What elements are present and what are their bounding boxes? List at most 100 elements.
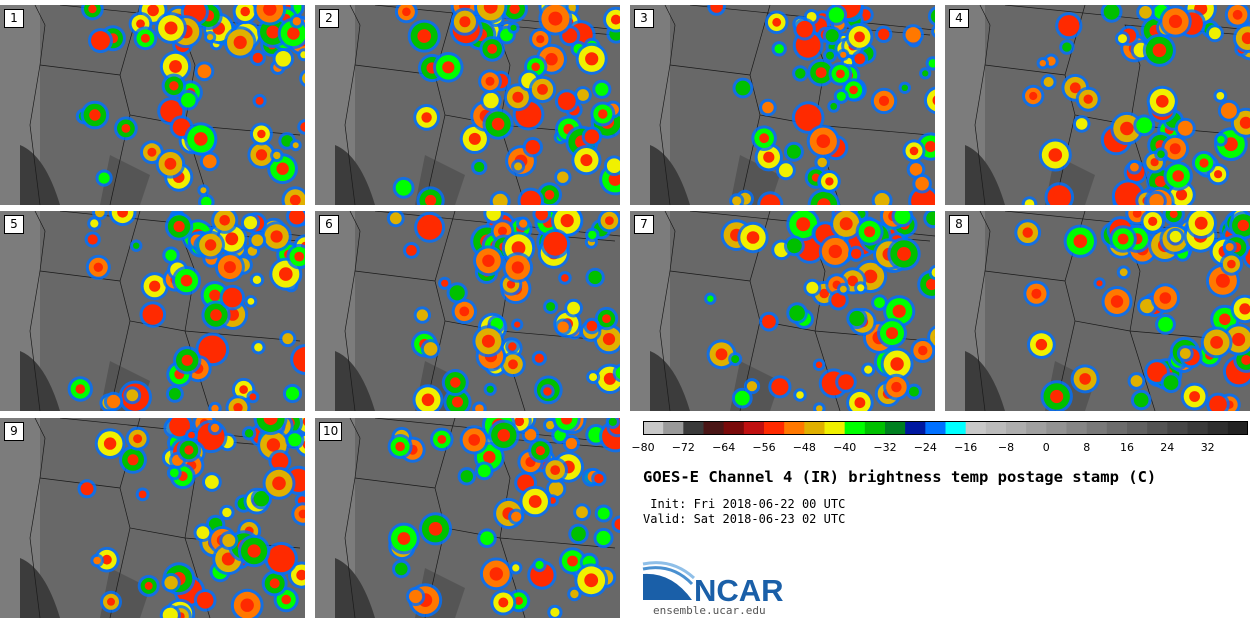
colorbar-swatch <box>643 421 664 435</box>
colorbar-tick-label: −48 <box>792 441 816 454</box>
cloud-top <box>169 81 179 91</box>
cloud-core <box>441 279 449 287</box>
colorbar-swatch <box>1167 421 1188 435</box>
central-valley <box>20 145 60 205</box>
cloud-top <box>144 581 153 590</box>
colorbar-swatch <box>743 421 765 435</box>
figure-title: GOES-E Channel 4 (IR) brightness temp po… <box>643 468 1157 486</box>
cloud-core <box>197 64 212 79</box>
postage-stamp-panel: 1 <box>0 5 305 205</box>
cloud-top <box>545 53 558 66</box>
cloud-top <box>395 441 405 452</box>
satellite-ir-map <box>630 5 935 205</box>
postage-stamp-panel: 8 <box>945 211 1250 411</box>
cloud-top <box>925 141 935 153</box>
cloud-top <box>1150 158 1159 167</box>
cloud-core <box>1163 375 1179 391</box>
cloud-top <box>147 309 158 320</box>
cloud-core <box>588 230 597 240</box>
cloud-top <box>468 132 481 145</box>
colorbar-swatch <box>965 421 987 435</box>
cloud-top <box>1237 219 1249 232</box>
cloud-top <box>610 14 620 25</box>
colorbar-swatch <box>1046 421 1067 435</box>
cloud-top <box>1232 9 1243 20</box>
cloud-top <box>715 348 728 361</box>
cloud-core <box>106 394 121 409</box>
cloud-top <box>926 278 935 291</box>
cloud-top <box>1050 389 1064 404</box>
cloud-top <box>816 134 831 148</box>
cloud-top <box>603 372 616 385</box>
cloud-core <box>1140 299 1155 314</box>
cloud-core <box>878 28 890 40</box>
cloud-top <box>1239 303 1250 315</box>
cloud-core <box>126 389 139 402</box>
cloud-core <box>594 473 604 484</box>
cloud-core <box>816 405 823 411</box>
satellite-ir-map <box>315 5 620 205</box>
cloud-top <box>763 151 775 163</box>
cloud-top <box>1175 189 1188 201</box>
cloud-core <box>926 89 935 112</box>
colorbar-swatch <box>1207 421 1229 435</box>
colorbar-swatch <box>1106 421 1128 435</box>
cloud-core <box>201 196 212 205</box>
cloud-core <box>546 302 556 312</box>
cloud-top <box>93 262 104 272</box>
cloud-core <box>1169 230 1182 243</box>
cloud-top <box>525 195 536 205</box>
cloud-core <box>202 154 217 169</box>
colorbar-swatch <box>985 421 1007 435</box>
cloud-core <box>480 531 494 545</box>
cloud-top <box>281 594 292 605</box>
cloud-top <box>562 96 572 106</box>
cloud-top <box>1241 32 1250 45</box>
cloud-edge <box>299 69 305 87</box>
cloud-top <box>891 381 902 393</box>
cloud-top <box>209 289 221 301</box>
cloud-core <box>519 219 528 228</box>
cloud-top <box>602 333 616 346</box>
cloud-top <box>204 239 217 251</box>
cloud-core <box>830 102 838 110</box>
cloud-top <box>75 384 86 394</box>
cloud-top <box>1213 400 1223 409</box>
cloud-core <box>905 27 921 43</box>
cloud-core <box>849 310 865 327</box>
colorbar <box>643 421 1248 435</box>
cloud-top <box>498 226 507 236</box>
cloud-core <box>1118 34 1127 44</box>
colorbar-swatch <box>663 421 684 435</box>
cloud-core <box>273 151 281 160</box>
cloud-core <box>514 162 523 171</box>
cloud-core <box>1149 193 1164 205</box>
cloud-core <box>252 275 262 284</box>
cloud-top <box>1156 95 1169 108</box>
colorbar-tick-label: −64 <box>712 441 736 454</box>
cloud-core <box>483 92 499 109</box>
cloud-top <box>140 33 150 43</box>
colorbar-swatch <box>723 421 745 435</box>
cloud-top <box>1132 211 1142 218</box>
cloud-top <box>828 244 842 259</box>
colorbar-tick-label: −24 <box>913 441 937 454</box>
cloud-top <box>1219 313 1231 326</box>
cloud-core <box>510 24 517 31</box>
cloud-core <box>300 51 305 59</box>
colorbar-swatch <box>1026 421 1047 435</box>
cloud-core <box>93 556 101 565</box>
satellite-ir-map <box>315 211 620 411</box>
cloud-top <box>1152 367 1162 377</box>
postage-stamp-panel: 9 <box>0 418 305 618</box>
cloud-core <box>251 234 264 247</box>
cloud-core <box>1039 60 1046 67</box>
colorbar-tick-label: −40 <box>833 441 857 454</box>
cloud-core <box>707 295 714 302</box>
cloud-top <box>266 438 281 452</box>
cloud-core <box>222 507 232 518</box>
central-valley <box>650 145 690 205</box>
cloud-top <box>425 194 437 205</box>
cloud-core <box>243 216 258 230</box>
cloud-top <box>164 157 177 170</box>
